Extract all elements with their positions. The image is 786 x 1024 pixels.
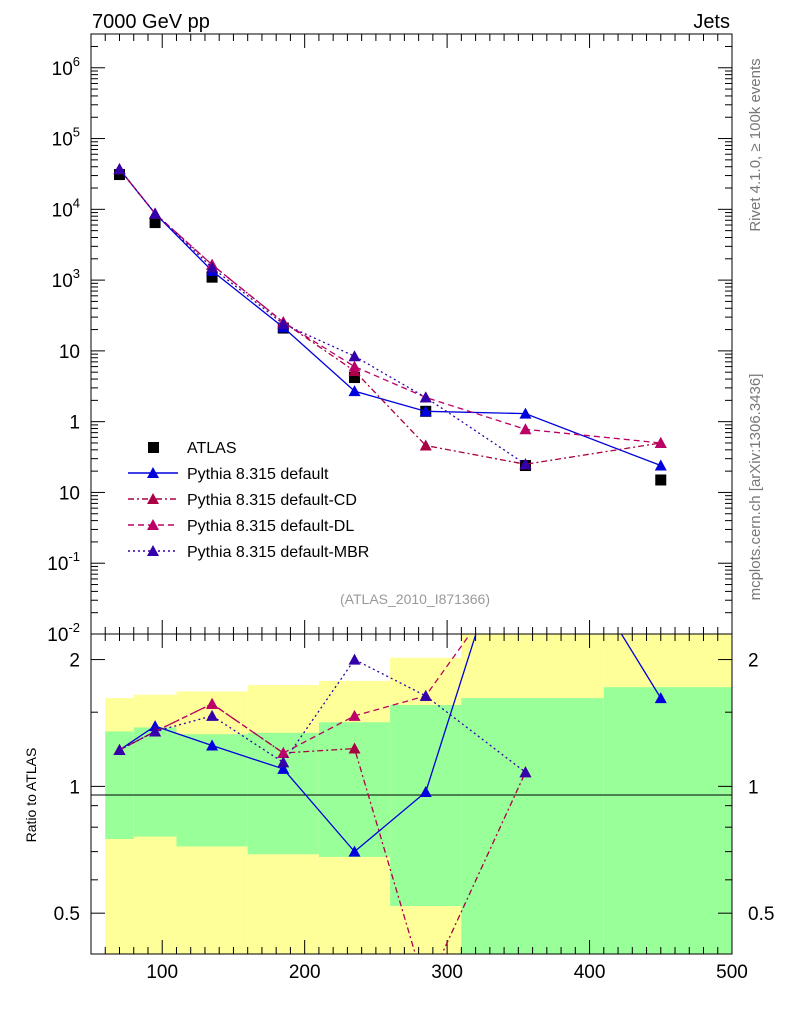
band-inner [133,727,177,837]
legend-marker-cd [147,493,159,504]
ratio-xtick-label: 400 [574,962,606,983]
legend-label-atlas: ATLAS [187,440,237,457]
ratio-panel-frame [90,633,733,955]
ratio-ytick-label-right: 0.5 [748,904,774,925]
ratio-point-mbr [113,743,126,755]
atlas-point [349,372,361,384]
main-ytick-label: 106 [52,54,80,80]
ratio-point-cd [348,742,361,754]
ratio-point-mbr [419,689,432,701]
legend-label-cd: Pythia 8.315 default-CD [187,492,357,509]
point-cd [419,439,432,451]
atlas-point [206,271,218,283]
ratio-point-dl [277,747,290,759]
series-line-mbr [118,168,526,465]
main-ytick-label: 10-1 [47,549,80,575]
band-inner [461,698,604,954]
main-series-layer [113,163,667,486]
ratio-ytick-label: 2 [69,651,80,672]
ratio-point-default [654,692,667,704]
header-right: Jets [693,11,730,33]
ratio-ytick-label-right: 2 [748,651,759,672]
ratio-series-layer [113,634,667,954]
point-mbr [149,207,162,219]
ratio-point-mbr [206,709,219,721]
atlas-point [655,474,667,486]
point-default [419,405,432,417]
main-ytick-label: 104 [52,195,80,221]
axis-ticks: 10-2 10-1 10 1 10 103 104 105 106 100 200 300 400 500… [47,33,774,983]
legend-marker-dl [147,519,159,530]
ratio-point-default [348,845,361,857]
point-default [654,459,667,471]
legend-label-dl: Pythia 8.315 default-DL [187,518,354,535]
point-mbr [348,350,361,362]
series-line-dl [118,168,661,444]
main-ytick-label: 10-2 [47,620,80,646]
ratio-ytick-label-right: 1 [748,777,759,798]
ratio-xtick-label: 500 [716,962,748,983]
ratio-point-mbr [277,756,290,768]
main-ytick-label: 10 [59,342,80,363]
ratio-point-default [206,739,219,751]
point-dl [348,360,361,372]
atlas-point [149,217,161,229]
point-mbr [519,458,532,470]
atlas-point [113,169,125,181]
ratio-ylabel: Ratio to ATLAS [23,748,39,843]
series-line-cd [118,168,661,465]
point-dl [654,436,667,448]
ratio-point-default [419,785,432,797]
legend-marker-default [147,467,159,478]
legend-marker-atlas [148,442,159,453]
ratio-point-dl [348,709,361,721]
ratio-uncertainty-bands [105,634,732,954]
ratio-point-mbr [348,653,361,665]
legend-label-default: Pythia 8.315 default [187,466,329,483]
header-left: 7000 GeV pp [92,11,210,33]
ratio-point-dl [206,697,219,709]
band-inner [390,705,462,907]
point-mbr [419,391,432,403]
point-dl [519,423,532,435]
main-ytick-label: 10 [59,483,80,504]
legend: ATLAS Pythia 8.315 default Pythia 8.315 … [128,440,369,561]
legend-label-mbr: Pythia 8.315 default-MBR [187,544,369,561]
band-inner [318,722,391,857]
ratio-point-mbr [519,766,532,778]
ratio-line-default [119,634,662,853]
ratio-point-default [277,762,290,774]
rivet-label: Rivet 4.1.0, ≥ 100k events [747,58,764,231]
main-ytick-label: 103 [52,266,80,292]
point-mbr [277,317,290,329]
point-mbr [206,261,219,273]
point-default [348,385,361,397]
main-ytick-label: 105 [52,125,80,151]
ratio-ytick-label: 0.5 [54,904,80,925]
series-line-default [118,168,662,467]
main-ytick-label: 1 [69,413,80,434]
band-inner [176,734,248,847]
ratio-ytick-label: 1 [69,777,80,798]
ratio-xtick-label: 300 [431,962,463,983]
analysis-id: (ATLAS_2010_I871366) [340,591,490,607]
mcplots-label: mcplots.cern.ch [arXiv:1306.3436] [747,374,764,601]
ratio-xtick-label: 200 [289,962,321,983]
band-inner [603,687,732,954]
legend-marker-mbr [147,545,159,556]
ratio-point-mbr [149,725,162,737]
ratio-xtick-label: 100 [146,962,178,983]
point-mbr [113,163,126,175]
point-default [519,407,532,419]
